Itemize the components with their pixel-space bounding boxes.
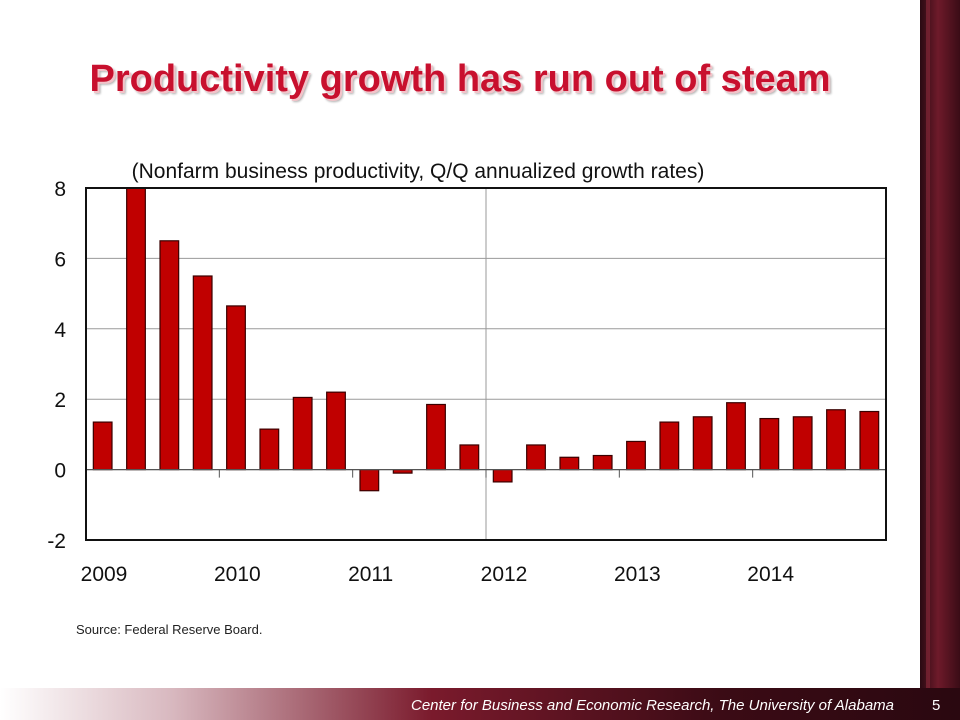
bar <box>592 454 613 471</box>
bar <box>826 409 846 471</box>
bar <box>626 440 646 471</box>
y-tick-label: -2 <box>47 530 66 553</box>
y-tick-label: 4 <box>54 319 66 342</box>
x-year-label: 2009 <box>81 563 128 586</box>
plot-frame <box>85 187 887 541</box>
slide-title: Productivity growth has run out of steam <box>89 58 831 100</box>
x-year-label: 2014 <box>747 563 794 586</box>
x-year-label: 2012 <box>481 563 528 586</box>
page-number: 5 <box>932 697 941 714</box>
bar <box>759 417 780 471</box>
productivity-bar-chart: (Nonfarm business productivity, Q/Q annu… <box>47 160 887 586</box>
right-decorative-stripe <box>926 0 930 720</box>
bar <box>526 444 546 471</box>
bar <box>792 416 813 471</box>
chart-axes <box>85 187 887 541</box>
bar <box>559 456 580 471</box>
y-tick-label: 6 <box>54 248 66 271</box>
x-year-label: 2011 <box>348 563 393 586</box>
bar <box>426 403 446 471</box>
y-tick-label: 8 <box>54 178 66 201</box>
y-axis-labels: -2 0 2 4 6 8 <box>47 178 66 553</box>
bar <box>459 444 480 471</box>
bar <box>859 410 880 471</box>
bar <box>192 275 213 471</box>
source-note: Source: Federal Reserve Board. <box>76 622 263 637</box>
bar <box>692 416 713 471</box>
x-year-label: 2013 <box>614 563 661 586</box>
bar <box>126 187 146 471</box>
footer-text: Center for Business and Economic Researc… <box>411 697 894 714</box>
bar <box>259 428 280 471</box>
y-tick-label: 2 <box>54 389 66 412</box>
bar <box>226 305 246 471</box>
x-axis-labels: 2009 2010 2011 2012 2013 2014 <box>81 563 795 586</box>
chart-bars <box>92 187 880 492</box>
bar <box>92 421 113 471</box>
chart-subtitle: (Nonfarm business productivity, Q/Q annu… <box>132 160 705 183</box>
x-year-label: 2010 <box>214 563 261 586</box>
bar <box>726 402 746 471</box>
footer-bar <box>0 688 960 720</box>
bar <box>292 396 313 471</box>
y-tick-label: 0 <box>54 460 66 483</box>
bar <box>159 240 180 471</box>
bar <box>492 469 513 483</box>
bar <box>359 469 380 492</box>
bar <box>659 421 680 471</box>
bar <box>326 391 346 471</box>
